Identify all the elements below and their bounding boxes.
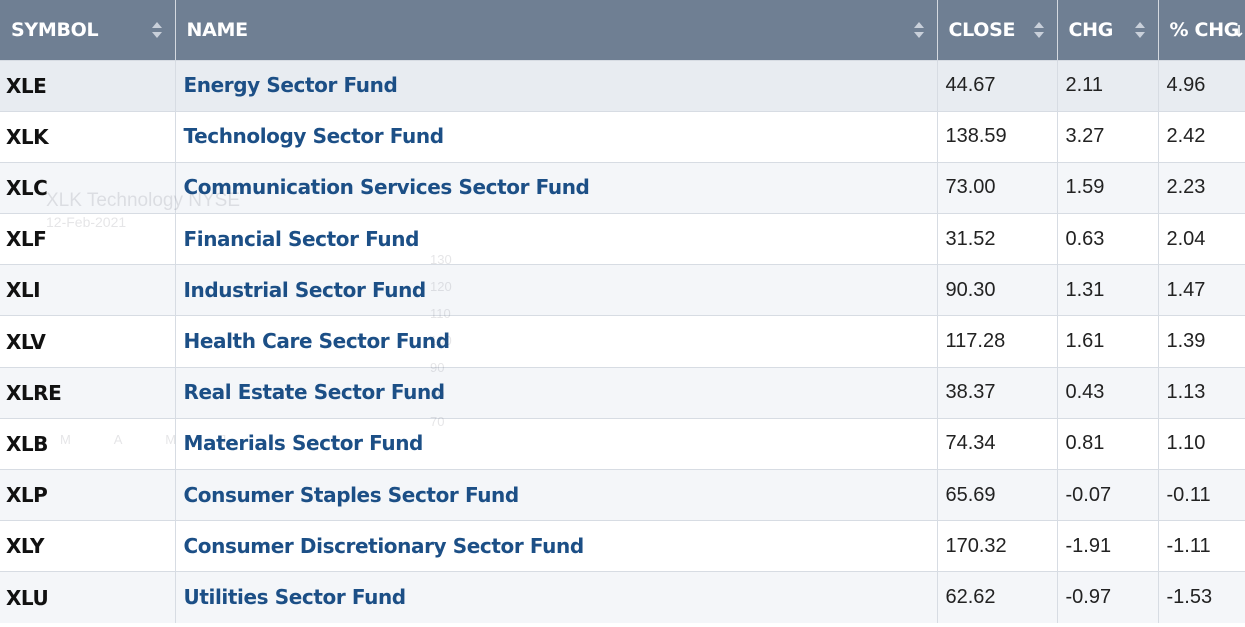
pct-chg-cell: 1.39 xyxy=(1157,315,1245,368)
symbol-cell: XLI xyxy=(0,264,175,316)
fund-name-link[interactable]: Health Care Sector Fund xyxy=(183,329,451,354)
symbol-cell: XLP xyxy=(0,468,175,521)
symbol-cell: XLC xyxy=(0,161,175,214)
pct-chg-cell: 2.23 xyxy=(1157,161,1245,214)
column-header-symbol[interactable]: SYMBOL xyxy=(0,0,175,60)
column-header-close[interactable]: CLOSE xyxy=(936,0,1057,60)
close-cell: 62.62 xyxy=(936,571,1057,624)
name-cell: Technology Sector Fund xyxy=(174,110,937,163)
symbol-cell: XLB xyxy=(0,417,175,470)
name-cell: Health Care Sector Fund xyxy=(174,315,937,368)
chg-cell: 0.81 xyxy=(1056,417,1158,470)
fund-name-link[interactable]: Energy Sector Fund xyxy=(183,73,398,98)
fund-name-link[interactable]: Real Estate Sector Fund xyxy=(183,380,446,405)
close-cell: 44.67 xyxy=(936,59,1057,112)
name-cell: Energy Sector Fund xyxy=(174,59,937,112)
fund-name-link[interactable]: Materials Sector Fund xyxy=(183,431,424,456)
column-header-label: SYMBOL xyxy=(11,18,99,41)
symbol-cell: XLU xyxy=(0,571,175,624)
fund-name-link[interactable]: Consumer Staples Sector Fund xyxy=(183,482,520,507)
pct-chg-cell: 1.10 xyxy=(1157,417,1245,470)
name-cell: Consumer Discretionary Sector Fund xyxy=(174,520,937,572)
chg-cell: 1.61 xyxy=(1056,315,1158,368)
pct-chg-cell: 2.42 xyxy=(1157,110,1245,163)
symbol-cell: XLY xyxy=(0,520,175,572)
fund-name-link[interactable]: Utilities Sector Fund xyxy=(183,585,407,610)
chg-cell: 1.59 xyxy=(1056,161,1158,214)
table-row[interactable]: XLI Industrial Sector Fund 90.30 1.31 1.… xyxy=(0,264,1245,316)
pct-chg-cell: -0.11 xyxy=(1157,468,1245,521)
symbol-cell: XLV xyxy=(0,315,175,368)
fund-name-link[interactable]: Technology Sector Fund xyxy=(183,124,445,149)
name-cell: Industrial Sector Fund xyxy=(174,264,937,316)
column-header-chg[interactable]: CHG xyxy=(1056,0,1158,60)
close-cell: 73.00 xyxy=(936,161,1057,214)
name-cell: Real Estate Sector Fund xyxy=(174,366,937,419)
table-row[interactable]: XLK Technology Sector Fund 138.59 3.27 2… xyxy=(0,110,1245,163)
close-cell: 74.34 xyxy=(936,417,1057,470)
name-cell: Utilities Sector Fund xyxy=(174,571,937,624)
sort-icon[interactable] xyxy=(151,21,163,39)
table-row[interactable]: XLE Energy Sector Fund 44.67 2.11 4.96 xyxy=(0,59,1245,112)
column-header-label: NAME xyxy=(186,18,249,41)
chg-cell: -0.97 xyxy=(1056,571,1158,624)
table-row[interactable]: XLV Health Care Sector Fund 117.28 1.61 … xyxy=(0,315,1245,368)
close-cell: 138.59 xyxy=(936,110,1057,163)
symbol-cell: XLE xyxy=(0,59,175,112)
column-header-label: % CHG xyxy=(1169,18,1240,41)
sort-icon[interactable] xyxy=(913,21,925,39)
pct-chg-cell: 2.04 xyxy=(1157,213,1245,265)
name-cell: Consumer Staples Sector Fund xyxy=(174,468,937,521)
chg-cell: 1.31 xyxy=(1056,264,1158,316)
close-cell: 170.32 xyxy=(936,520,1057,572)
table-row[interactable]: XLP Consumer Staples Sector Fund 65.69 -… xyxy=(0,468,1245,521)
fund-name-link[interactable]: Communication Services Sector Fund xyxy=(183,175,590,200)
close-cell: 65.69 xyxy=(936,468,1057,521)
column-header-pct-chg[interactable]: % CHG xyxy=(1157,0,1245,60)
chg-cell: 0.43 xyxy=(1056,366,1158,419)
chg-cell: 2.11 xyxy=(1056,59,1158,112)
pct-chg-cell: -1.53 xyxy=(1157,571,1245,624)
table-row[interactable]: XLY Consumer Discretionary Sector Fund 1… xyxy=(0,520,1245,572)
pct-chg-cell: 4.96 xyxy=(1157,59,1245,112)
column-header-label: CHG xyxy=(1068,18,1114,41)
name-cell: Communication Services Sector Fund xyxy=(174,161,937,214)
table-row[interactable]: XLRE Real Estate Sector Fund 38.37 0.43 … xyxy=(0,366,1245,419)
table-row[interactable]: XLC Communication Services Sector Fund 7… xyxy=(0,161,1245,214)
close-cell: 117.28 xyxy=(936,315,1057,368)
name-cell: Materials Sector Fund xyxy=(174,417,937,470)
column-header-label: CLOSE xyxy=(948,18,1016,41)
chg-cell: -1.91 xyxy=(1056,520,1158,572)
chg-cell: 0.63 xyxy=(1056,213,1158,265)
table-row[interactable]: XLU Utilities Sector Fund 62.62 -0.97 -1… xyxy=(0,571,1245,624)
table-row[interactable]: XLB Materials Sector Fund 74.34 0.81 1.1… xyxy=(0,417,1245,470)
close-cell: 31.52 xyxy=(936,213,1057,265)
table-row[interactable]: XLF Financial Sector Fund 31.52 0.63 2.0… xyxy=(0,213,1245,265)
sort-icon[interactable] xyxy=(1033,21,1045,39)
chg-cell: -0.07 xyxy=(1056,468,1158,521)
close-cell: 38.37 xyxy=(936,366,1057,419)
sort-down-icon[interactable] xyxy=(1235,21,1245,39)
close-cell: 90.30 xyxy=(936,264,1057,316)
chg-cell: 3.27 xyxy=(1056,110,1158,163)
symbol-cell: XLRE xyxy=(0,366,175,419)
fund-name-link[interactable]: Industrial Sector Fund xyxy=(183,277,427,302)
column-header-name[interactable]: NAME xyxy=(174,0,937,60)
pct-chg-cell: -1.11 xyxy=(1157,520,1245,572)
symbol-cell: XLF xyxy=(0,213,175,265)
pct-chg-cell: 1.13 xyxy=(1157,366,1245,419)
pct-chg-cell: 1.47 xyxy=(1157,264,1245,316)
sort-icon[interactable] xyxy=(1134,21,1146,39)
symbol-cell: XLK xyxy=(0,110,175,163)
fund-name-link[interactable]: Consumer Discretionary Sector Fund xyxy=(183,533,585,558)
name-cell: Financial Sector Fund xyxy=(174,213,937,265)
fund-name-link[interactable]: Financial Sector Fund xyxy=(183,226,420,251)
table-header-row: SYMBOL NAME CLOSE xyxy=(0,0,1245,60)
